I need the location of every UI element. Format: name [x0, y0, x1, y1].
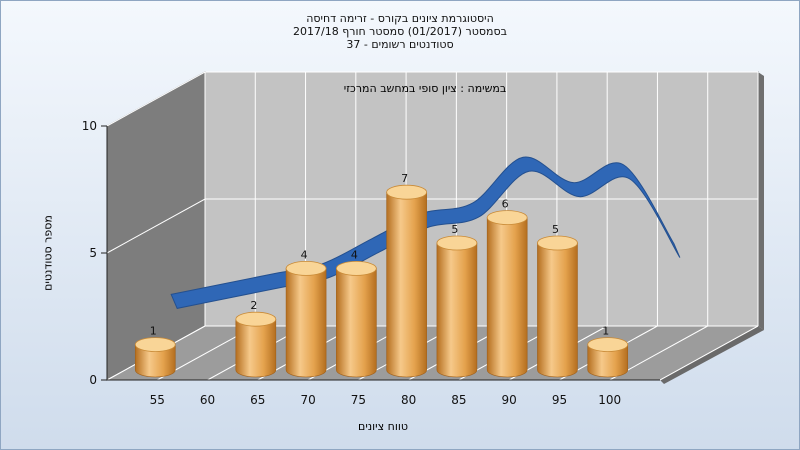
y-axis-label: מספר סטודנטים — [41, 215, 55, 291]
bar-top-100 — [587, 337, 629, 353]
x-tick-label: 95 — [552, 393, 567, 407]
bar-100 — [587, 344, 629, 378]
x-tick-label: 80 — [401, 393, 416, 407]
bar-top-90 — [486, 210, 528, 226]
back-wall-edge — [758, 72, 764, 330]
chart-title-line-3: סטודנטים רשומים - 37 — [346, 38, 454, 51]
grid-line-horizontal — [106, 71, 758, 127]
bar-90 — [486, 217, 528, 378]
bar-value-label: 5 — [552, 223, 559, 236]
x-tick-label: 55 — [150, 393, 165, 407]
bar-top-70 — [285, 260, 327, 276]
bar-95 — [537, 242, 578, 378]
chart-title-line-1: היסטוגרמת ציונים בקורס - זרימה דחיסה — [306, 12, 494, 25]
floor-edge — [660, 326, 764, 384]
bar-top-95 — [537, 235, 578, 251]
x-tick-label: 85 — [451, 393, 466, 407]
bar-75 — [336, 268, 377, 378]
bar-top-65 — [235, 311, 277, 327]
chart-subtitle: במשימה : ציון סופי במחשב המרכזי — [343, 82, 507, 95]
bar-top-75 — [335, 260, 377, 276]
bar-top-85 — [436, 235, 478, 251]
bar-65 — [235, 318, 277, 378]
bar-55 — [134, 344, 176, 378]
x-tick-label: 100 — [598, 393, 621, 407]
bar-70 — [285, 268, 327, 378]
y-tick-label: 10 — [82, 119, 97, 133]
bar-value-label: 4 — [301, 248, 308, 261]
x-tick-label: 90 — [502, 393, 517, 407]
bar-value-label: 2 — [250, 299, 257, 312]
bar-value-label: 7 — [401, 172, 408, 185]
x-tick-label: 70 — [300, 393, 315, 407]
bar-value-label: 5 — [451, 223, 458, 236]
bar-top-80 — [386, 184, 428, 200]
bar-80 — [386, 191, 427, 378]
y-tick-label: 0 — [89, 373, 97, 387]
bar-85 — [436, 242, 478, 378]
x-axis-label: טווח ציונים — [358, 420, 408, 433]
floor — [106, 325, 759, 381]
grid-line-floor — [659, 325, 759, 381]
grid-line-horizontal — [106, 198, 758, 254]
x-tick-label: 65 — [250, 393, 265, 407]
bar-value-label: 6 — [502, 198, 509, 211]
bar-value-label: 1 — [602, 325, 609, 338]
bar-top-55 — [134, 337, 176, 353]
bar-value-label: 4 — [351, 248, 358, 261]
chart-title-line-2: בסמסטר (01/2017) סמסטר חורף 2017/18 — [293, 25, 507, 38]
x-tick-label: 75 — [351, 393, 366, 407]
bar-value-label: 1 — [150, 325, 157, 338]
y-tick-label: 5 — [89, 246, 97, 260]
x-tick-label: 60 — [200, 393, 215, 407]
